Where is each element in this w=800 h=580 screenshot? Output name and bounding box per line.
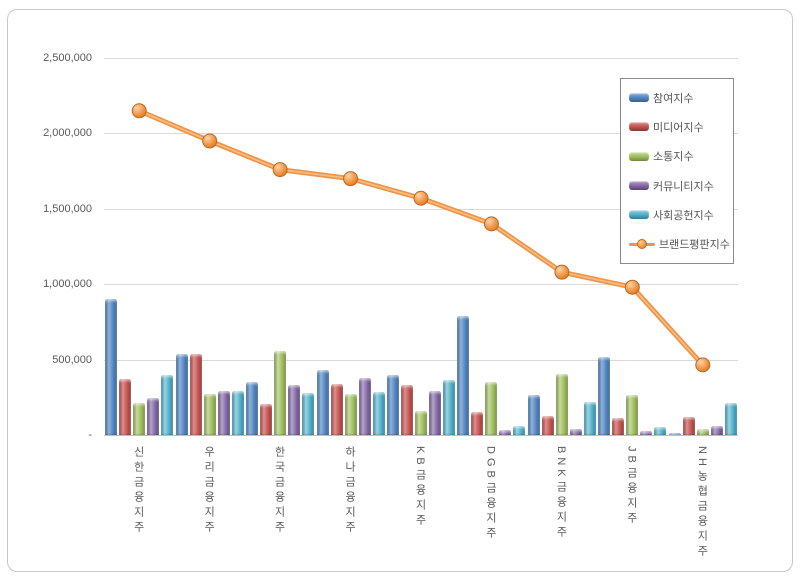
bar-1-cat-5 (471, 412, 484, 435)
y-gridline (104, 284, 738, 286)
legend-item: 미디어지수 (629, 119, 733, 135)
bar-2-cat-0 (133, 403, 146, 435)
plot-area: - 500,000 1,000,000 1,500,000 2,000,000 2,500… (8, 10, 792, 571)
legend-swatch-bar-red (629, 122, 649, 132)
bar-2-cat-4 (415, 410, 427, 435)
line-marker (343, 171, 359, 187)
bar-0-cat-1 (175, 353, 188, 435)
bar-0-cat-5 (457, 315, 470, 435)
bar-4-cat-5 (513, 425, 526, 435)
bar-3-cat-7 (640, 431, 653, 435)
line-marker (131, 103, 147, 119)
bar-4-cat-8 (724, 403, 737, 435)
bar-2-cat-1 (203, 394, 216, 435)
line-marker (413, 190, 429, 206)
line-marker (624, 279, 640, 295)
legend-item: 브랜드평판지수 (629, 236, 733, 252)
legend-label: 소통지수 (653, 151, 694, 164)
bar-3-cat-1 (217, 391, 230, 435)
bar-2-cat-8 (696, 428, 709, 435)
bar-2-cat-2 (274, 350, 287, 435)
bar-0-cat-7 (598, 356, 611, 435)
bar-4-cat-2 (302, 392, 315, 435)
bar-4-cat-4 (443, 379, 455, 435)
y-axis-tick-label: 1,000,000 (43, 278, 92, 291)
bar-3-cat-0 (147, 398, 160, 435)
legend-swatch-line-marker (629, 239, 655, 250)
legend-label: 사회공헌지수 (653, 209, 714, 222)
y-axis-tick-label: - (88, 429, 92, 441)
x-axis-category-label: JB금융지주 (625, 446, 638, 527)
x-axis-category-label: KB금융지주 (414, 446, 426, 529)
line-marker (272, 162, 288, 178)
bar-3-cat-4 (429, 390, 441, 435)
bar-1-cat-7 (612, 417, 625, 435)
x-axis-category-label: BNK금융지주 (554, 446, 567, 541)
legend-label: 커뮤니티지수 (653, 180, 714, 193)
bar-0-cat-4 (387, 375, 399, 435)
bar-1-cat-6 (541, 416, 554, 435)
bar-3-cat-6 (569, 428, 582, 435)
legend-label: 브랜드평판지수 (659, 239, 730, 252)
legend-label: 미디어지수 (653, 121, 704, 134)
legend-item: 참여지수 (629, 90, 733, 106)
legend-item: 소통지수 (629, 148, 733, 164)
y-axis-tick-label: 2,500,000 (43, 52, 92, 64)
x-axis-category-label: 우리금융지주 (202, 446, 215, 536)
bar-0-cat-2 (246, 382, 259, 435)
brand-index-line (136, 108, 706, 368)
bar-3-cat-5 (499, 429, 512, 435)
bar-4-cat-6 (583, 401, 596, 435)
bar-3-cat-3 (358, 378, 371, 435)
bar-4-cat-7 (654, 427, 667, 435)
legend-item: 사회공헌지수 (629, 207, 733, 223)
y-axis-tick-label: 500,000 (52, 353, 92, 366)
brand-index-line (138, 109, 704, 366)
bar-1-cat-0 (119, 379, 132, 435)
bar-1-cat-1 (189, 354, 202, 435)
legend-swatch-bar-blue (629, 93, 649, 103)
bar-4-cat-1 (231, 391, 244, 435)
x-axis-category-label: 한국금융지주 (273, 446, 286, 536)
bar-1-cat-2 (260, 404, 273, 435)
legend-swatch-bar-cyan (629, 210, 649, 220)
line-marker (483, 216, 499, 232)
y-gridline (104, 58, 738, 59)
bar-2-cat-3 (344, 393, 357, 435)
chart-card-border: - 500,000 1,000,000 1,500,000 2,000,000 2,500… (7, 9, 793, 572)
bar-1-cat-4 (401, 385, 413, 435)
bar-4-cat-3 (372, 392, 385, 435)
bar-3-cat-8 (710, 425, 723, 435)
x-axis-category-label: 신한금융지주 (132, 446, 145, 536)
bar-1-cat-8 (682, 416, 695, 435)
bar-3-cat-2 (288, 385, 301, 435)
bar-2-cat-6 (555, 373, 568, 435)
y-axis-tick-label: 1,500,000 (43, 202, 92, 215)
bar-0-cat-8 (668, 433, 681, 435)
bar-0-cat-3 (316, 370, 329, 435)
legend-label: 참여지수 (653, 92, 694, 105)
bar-1-cat-3 (330, 383, 343, 435)
x-axis-category-label: DGB금융지주 (484, 446, 497, 542)
line-marker (202, 133, 218, 149)
x-axis-category-label: 하나금융지주 (343, 446, 356, 536)
line-marker (554, 264, 570, 280)
y-axis-tick-label: 2,000,000 (43, 127, 92, 140)
legend-swatch-bar-green (629, 151, 649, 161)
bar-2-cat-7 (626, 395, 639, 435)
legend-item: 커뮤니티지수 (629, 178, 733, 194)
legend-swatch-bar-purple (629, 181, 649, 191)
legend-box: 참여지수 미디어지수 소통지수 커뮤니티지수 사회공헌지수 브랜드평판지수 (620, 78, 734, 264)
bar-4-cat-0 (161, 375, 174, 435)
bar-0-cat-0 (105, 299, 118, 435)
x-axis-line (104, 435, 738, 436)
bar-2-cat-5 (485, 382, 498, 435)
x-axis-category-label: NH농협금융지주 (695, 446, 708, 560)
bar-0-cat-6 (527, 395, 540, 435)
